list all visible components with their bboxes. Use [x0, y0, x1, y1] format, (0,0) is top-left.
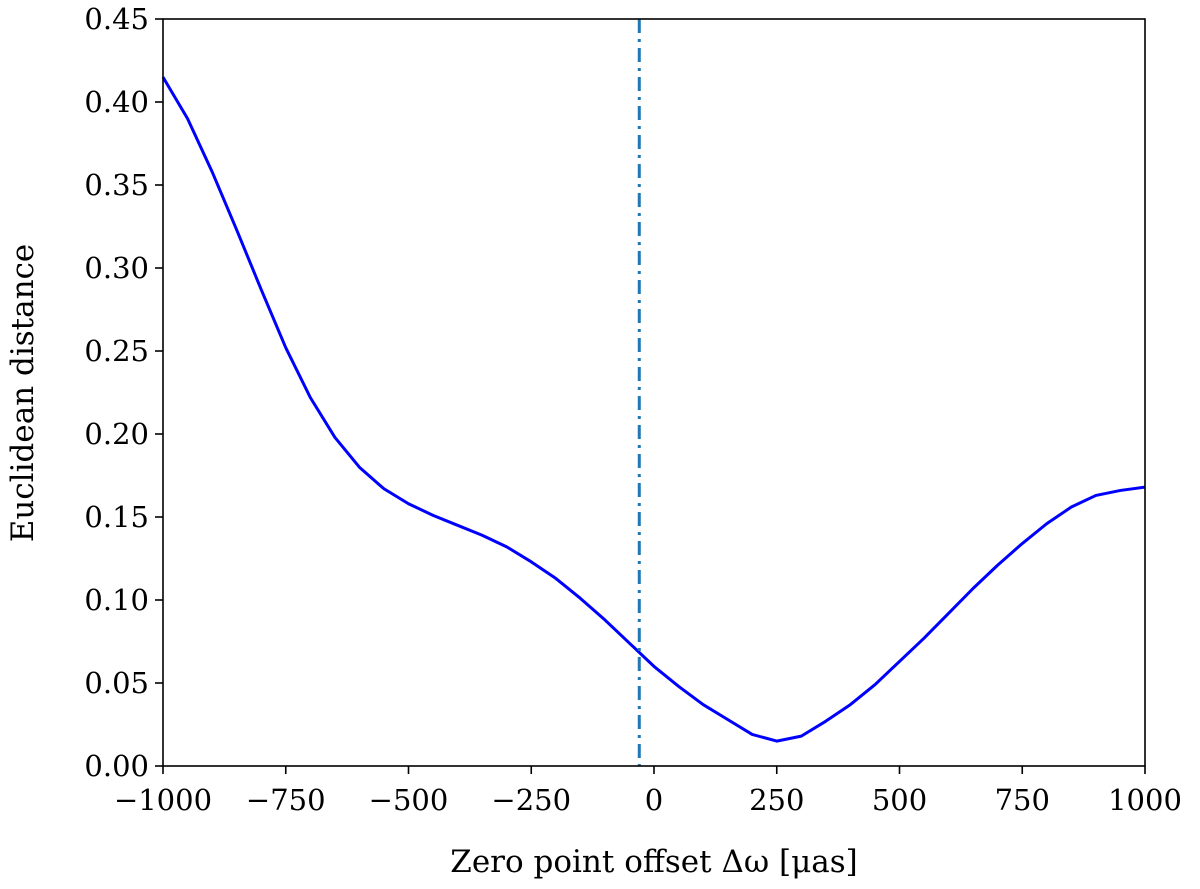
y-tick-label: 0.40 [84, 85, 149, 119]
plot-area [161, 18, 1146, 767]
y-axis-label: Euclidean distance [5, 244, 41, 543]
x-tick-label: −250 [491, 783, 571, 817]
y-tick-label: 0.00 [84, 749, 149, 783]
x-tick-label: 1000 [1108, 783, 1182, 817]
x-tick-label: 750 [995, 783, 1050, 817]
y-axis: 0.00 0.05 0.10 0.15 0.20 0.25 0.30 0.35 0.40 0.45 [84, 2, 163, 783]
x-tick-label: −750 [246, 783, 326, 817]
x-tick-label: −500 [369, 783, 449, 817]
y-tick-label: 0.25 [84, 334, 149, 368]
y-tick-label: 0.30 [84, 251, 149, 285]
y-tick-label: 0.45 [84, 2, 149, 36]
x-tick-label: 0 [645, 783, 663, 817]
x-tick-label: −1000 [114, 783, 212, 817]
x-axis: −1000 −750 −500 −250 0 250 500 750 1000 [114, 766, 1182, 817]
plot-frame [162, 18, 1146, 767]
y-tick-label: 0.35 [84, 168, 149, 202]
y-tick-label: 0.05 [84, 666, 149, 700]
y-tick-label: 0.15 [84, 500, 149, 534]
series-line-0 [161, 76, 1146, 743]
x-axis-label: Zero point offset Δω [μas] [450, 844, 857, 880]
x-tick-label: 500 [872, 783, 927, 817]
y-tick-label: 0.10 [84, 583, 149, 617]
x-tick-label: 250 [749, 783, 804, 817]
y-tick-label: 0.20 [84, 417, 149, 451]
